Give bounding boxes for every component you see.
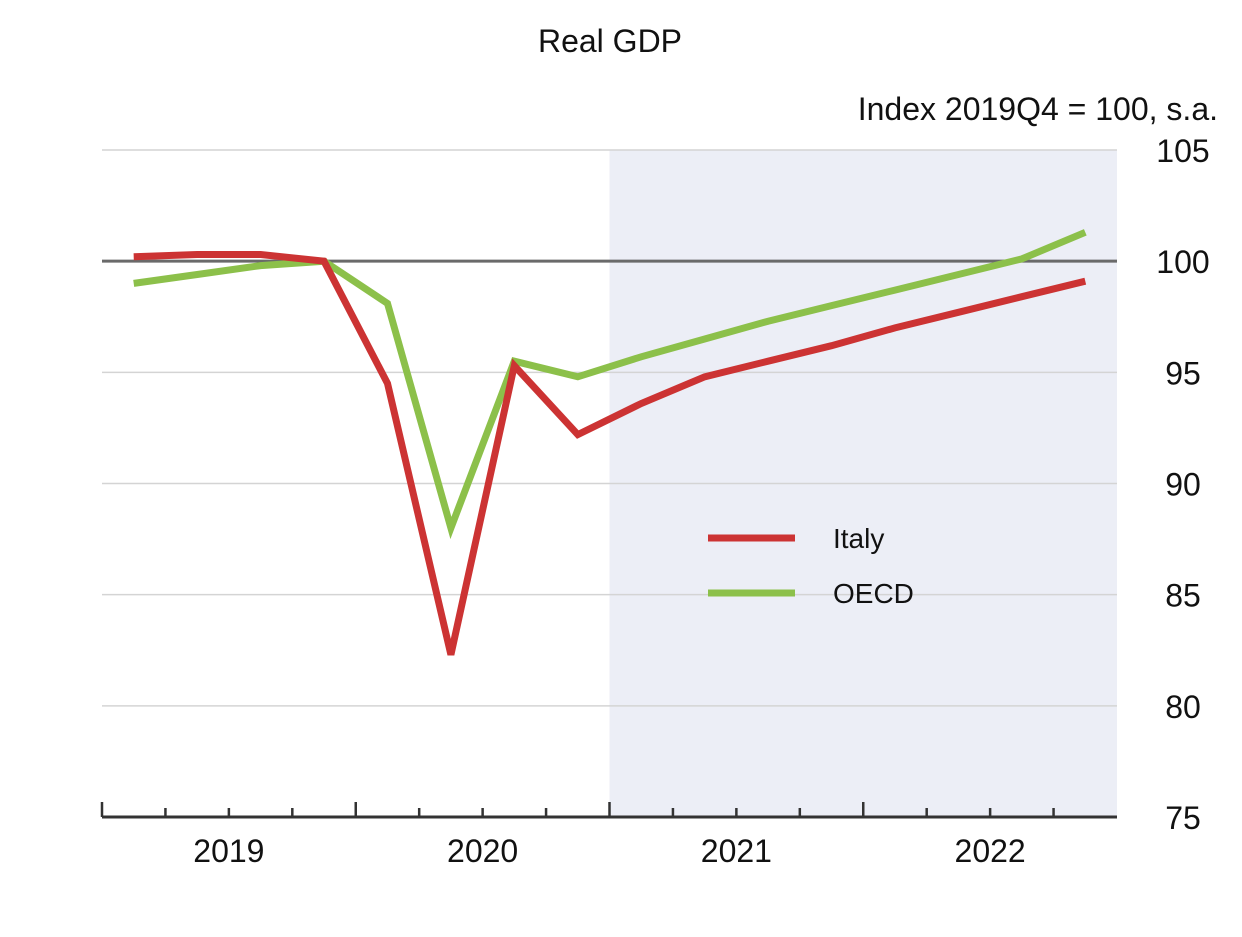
y-tick-label-75: 75 xyxy=(1165,800,1201,836)
x-tick-label-2020: 2020 xyxy=(447,833,518,869)
legend-label-italy: Italy xyxy=(833,523,884,554)
series-line-italy xyxy=(133,251,1087,656)
x-tick-label-2022: 2022 xyxy=(955,833,1026,869)
y-axis-unit-label: Index 2019Q4 = 100, s.a. xyxy=(858,91,1218,127)
y-tick-label-90: 90 xyxy=(1165,467,1201,503)
x-tick-label-2019: 2019 xyxy=(193,833,264,869)
x-tick-label-2021: 2021 xyxy=(701,833,772,869)
series-line-oecd xyxy=(133,229,1087,540)
legend-label-oecd: OECD xyxy=(833,578,914,609)
y-tick-label-85: 85 xyxy=(1165,578,1201,614)
y-tick-label-95: 95 xyxy=(1165,355,1201,391)
chart-title: Real GDP xyxy=(538,23,682,59)
y-tick-label-105: 105 xyxy=(1156,133,1209,169)
y-tick-label-100: 100 xyxy=(1156,244,1209,280)
y-tick-label-80: 80 xyxy=(1165,689,1201,725)
